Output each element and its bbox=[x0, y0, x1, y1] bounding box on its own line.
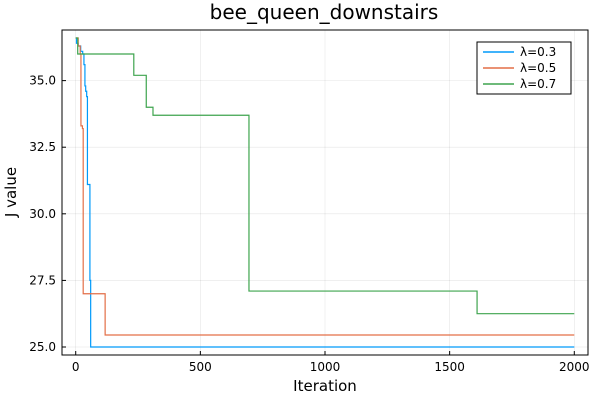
chart-title: bee_queen_downstairs bbox=[210, 0, 439, 24]
y-tick-label: 25.0 bbox=[29, 340, 56, 354]
y-tick-label: 30.0 bbox=[29, 207, 56, 221]
y-tick-label: 35.0 bbox=[29, 74, 56, 88]
x-tick-label: 0 bbox=[72, 360, 80, 374]
legend-label-2: λ=0.7 bbox=[520, 77, 556, 91]
series-group bbox=[75, 37, 575, 348]
series-line-1 bbox=[75, 37, 575, 336]
y-axis-ticks: 25.0 27.5 30.0 32.5 35.0 bbox=[29, 74, 66, 354]
y-tick-label: 32.5 bbox=[29, 140, 56, 154]
x-tick-label: 1500 bbox=[434, 360, 465, 374]
x-tick-label: 2000 bbox=[559, 360, 590, 374]
x-axis-label: Iteration bbox=[293, 377, 357, 395]
x-tick-label: 500 bbox=[189, 360, 212, 374]
x-axis-ticks: 0 500 1000 1500 2000 bbox=[72, 351, 590, 374]
x-tick-label: 1000 bbox=[310, 360, 341, 374]
y-tick-label: 27.5 bbox=[29, 273, 56, 287]
series-line-2 bbox=[75, 37, 575, 315]
legend: λ=0.3 λ=0.5 λ=0.7 bbox=[476, 41, 572, 95]
legend-label-0: λ=0.3 bbox=[520, 45, 556, 59]
legend-label-1: λ=0.5 bbox=[520, 61, 556, 75]
y-axis-label: J value bbox=[2, 167, 20, 218]
